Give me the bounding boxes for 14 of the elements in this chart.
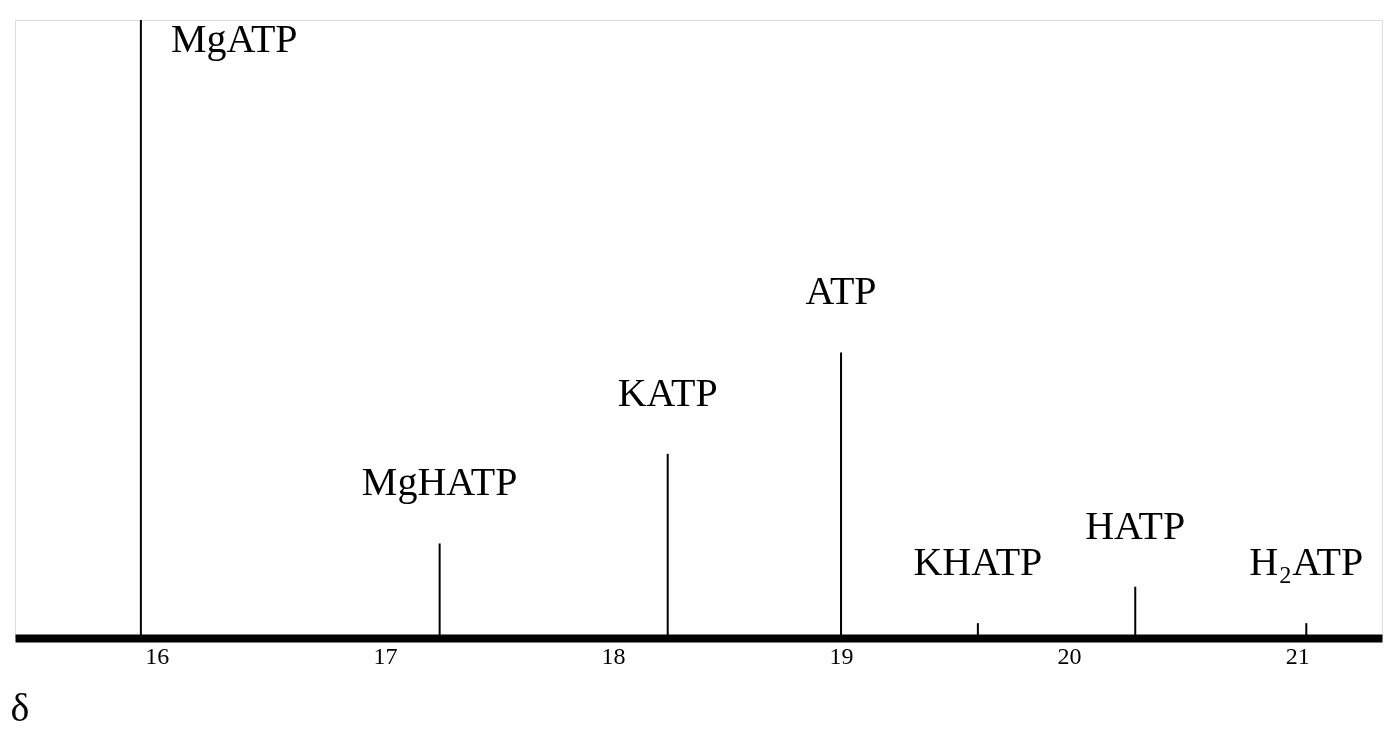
x-tick-label: 21 [1285,642,1310,669]
x-tick-label: 20 [1057,642,1082,669]
annotation: KATP [617,369,718,415]
x-tick-label: 16 [145,642,170,669]
annotation: HATP [1085,502,1186,548]
x-tick-label: 18 [601,642,626,669]
x-tick-label: 19 [829,642,854,669]
x-tick-label: 17 [373,642,398,669]
annotation: ATP [805,268,877,314]
annotation: KHATP [913,539,1043,585]
x-axis-title: δ [10,684,30,730]
annotation: H₂ATP [1249,539,1364,585]
annotation: MgHATP [361,459,518,505]
annotation: MgATP [170,16,298,61]
